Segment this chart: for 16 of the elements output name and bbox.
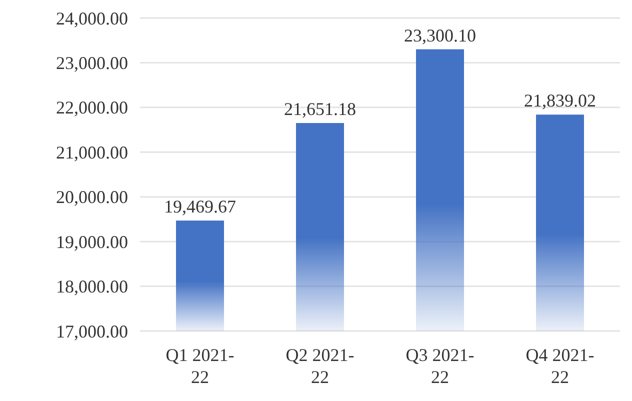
x-tick-label: Q4 2021-22 xyxy=(526,345,594,387)
x-tick-label: Q2 2021-22 xyxy=(286,345,354,387)
x-tick-label: Q3 2021-22 xyxy=(406,345,474,387)
y-tick-label: 21,000.00 xyxy=(56,142,128,162)
data-label: 19,469.67 xyxy=(164,196,236,217)
y-tick-label: 20,000.00 xyxy=(56,187,128,208)
y-tick-label: 17,000.00 xyxy=(56,321,128,342)
y-tick-label: 23,000.00 xyxy=(56,53,128,74)
data-label: 23,300.10 xyxy=(404,25,476,46)
data-label: 21,651.18 xyxy=(284,99,356,120)
y-tick-label: 22,000.00 xyxy=(56,98,128,118)
x-tick-label: Q1 2021-22 xyxy=(166,345,234,387)
data-label: 21,839.02 xyxy=(524,90,596,111)
y-tick-label: 18,000.00 xyxy=(56,276,128,297)
y-tick-label: 24,000.00 xyxy=(56,8,128,28)
y-tick-label: 19,000.00 xyxy=(56,232,128,252)
